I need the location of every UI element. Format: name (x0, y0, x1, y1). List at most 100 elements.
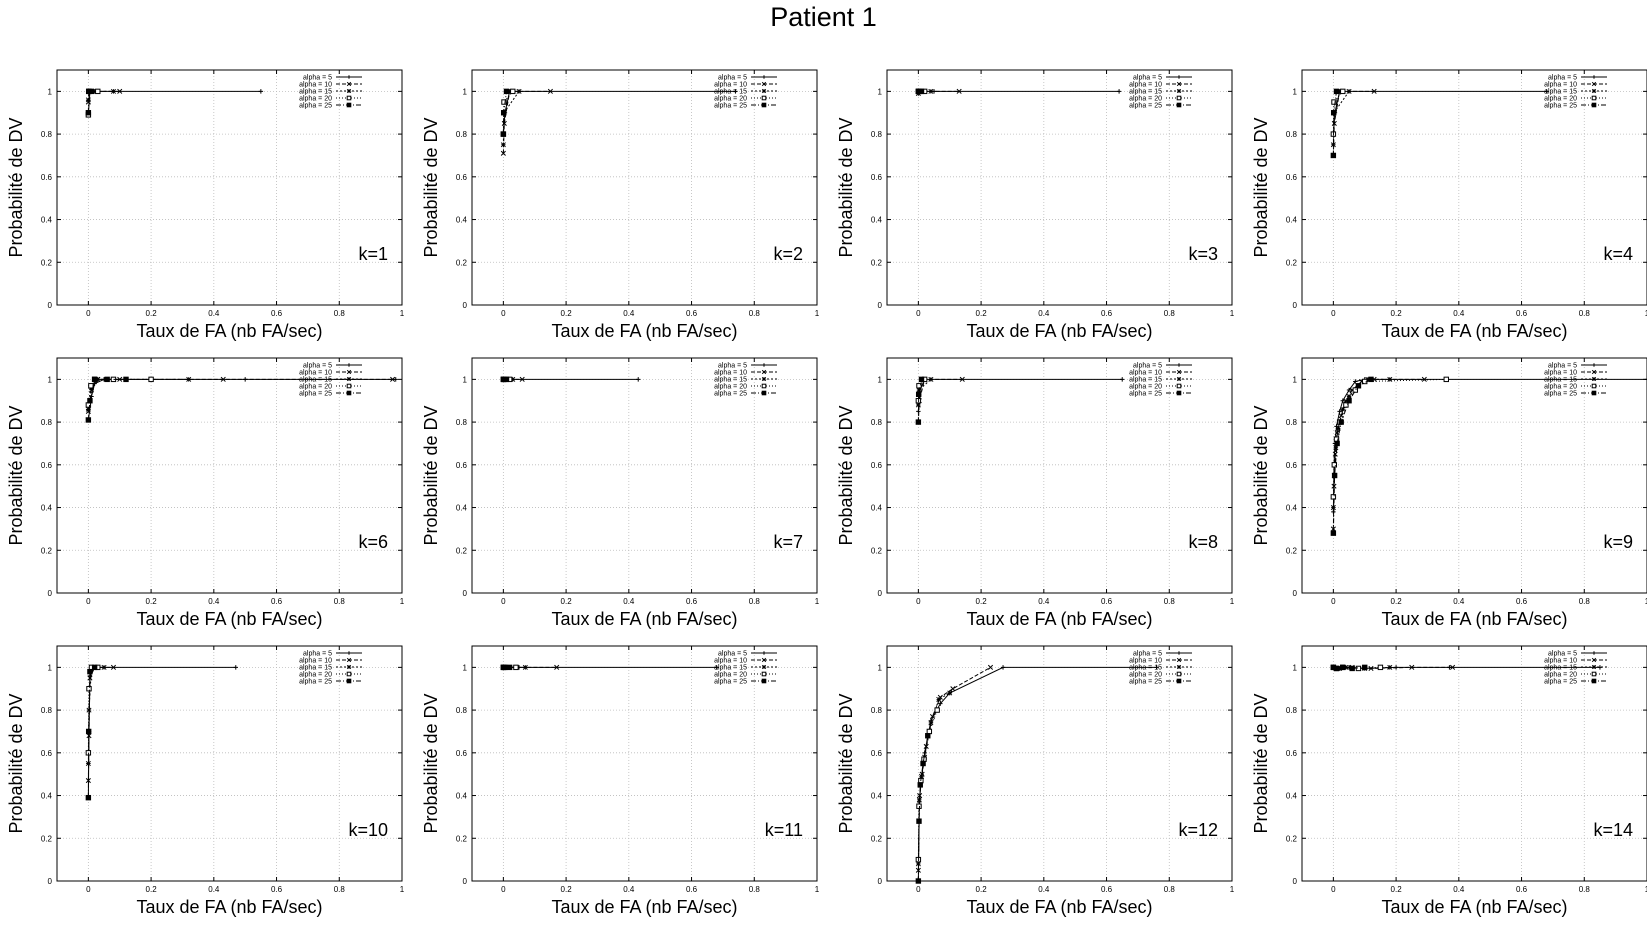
x-tick-label: 0.6 (1101, 597, 1113, 606)
point-marker (148, 376, 154, 383)
legend-label: alpha = 25 (1129, 391, 1162, 398)
legend-label: alpha = 10 (1129, 82, 1162, 89)
chart-panel: 0 0.2 0.4 0.6 0.8 1 0 0.2 0.4 0.6 0.8 1 Taux de FA (… (1251, 645, 1647, 917)
y-axis-label: Probabilité de DV (1251, 693, 1271, 833)
plot-frame (886, 69, 1233, 306)
legend-label: alpha = 15 (1544, 665, 1577, 672)
point-marker (761, 664, 767, 670)
point-marker (1176, 671, 1182, 677)
point-marker (500, 131, 507, 137)
legend-label: alpha = 10 (714, 658, 747, 665)
point-marker (987, 664, 994, 670)
point-marker (1591, 369, 1597, 375)
point-marker (920, 760, 926, 767)
plot-frame (471, 357, 818, 594)
point-marker (1368, 376, 1374, 383)
x-tick-label: 1 (1645, 597, 1647, 606)
x-tick-label: 0.4 (1453, 597, 1465, 606)
x-tick-label: 0 (1331, 597, 1336, 606)
y-axis-label: Probabilité de DV (836, 117, 856, 257)
y-tick-label: 0.4 (1286, 216, 1298, 225)
x-tick-label: 0 (86, 597, 91, 606)
point-marker (959, 376, 965, 382)
point-marker (346, 95, 352, 101)
x-tick-label: 0 (1331, 309, 1336, 318)
legend-label: alpha = 25 (714, 391, 747, 398)
x-axis-label: Taux de FA (nb FA/sec) (966, 897, 1152, 917)
point-marker (1335, 425, 1341, 432)
y-tick-label: 0.8 (456, 706, 468, 715)
legend-label: alpha = 20 (299, 672, 332, 679)
legend-label: alpha = 20 (1544, 384, 1577, 391)
legend-label: alpha = 20 (1129, 384, 1162, 391)
point-marker (519, 376, 525, 382)
x-tick-label: 1 (1230, 309, 1235, 318)
y-axis-label: Probabilité de DV (836, 405, 856, 545)
legend-label: alpha = 10 (1129, 658, 1162, 665)
y-tick-label: 0.2 (41, 546, 53, 555)
y-tick-label: 1 (878, 375, 883, 384)
legend-label: alpha = 20 (1129, 672, 1162, 679)
x-tick-label: 1 (1230, 597, 1235, 606)
x-tick-label: 0.6 (686, 309, 698, 318)
point-marker (1346, 387, 1352, 393)
x-tick-label: 0.6 (686, 885, 698, 894)
point-marker (346, 102, 352, 108)
legend-label: alpha = 20 (1544, 96, 1577, 103)
plot-frame (56, 357, 403, 594)
x-tick-label: 0.8 (334, 597, 346, 606)
x-tick-label: 0.4 (208, 309, 220, 318)
plot-frame (1301, 69, 1647, 306)
point-marker (500, 150, 506, 156)
point-marker (928, 376, 934, 382)
x-tick-label: 1 (815, 885, 820, 894)
point-marker (918, 88, 925, 95)
legend-label: alpha = 10 (299, 82, 332, 89)
page-title: Patient 1 (770, 2, 877, 32)
legend-label: alpha = 25 (1544, 679, 1577, 686)
point-marker (220, 376, 226, 382)
point-marker (1177, 363, 1181, 367)
x-tick-label: 0.8 (1579, 309, 1591, 318)
point-marker (761, 81, 767, 87)
point-marker (117, 88, 123, 94)
point-marker (258, 89, 264, 94)
legend-label: alpha = 15 (1129, 377, 1162, 384)
legend-label: alpha = 10 (714, 82, 747, 89)
point-marker (87, 668, 93, 675)
legend-label: alpha = 5 (1548, 75, 1577, 82)
point-marker (91, 664, 98, 671)
y-tick-label: 0.8 (41, 706, 53, 715)
y-tick-label: 0 (463, 301, 468, 310)
y-tick-label: 0.6 (41, 461, 53, 470)
legend-label: alpha = 5 (303, 651, 332, 658)
legend-label: alpha = 15 (714, 665, 747, 672)
point-marker (761, 657, 767, 663)
point-marker (1592, 75, 1596, 79)
y-tick-label: 0.4 (1286, 504, 1298, 513)
x-tick-label: 0 (501, 597, 506, 606)
point-marker (123, 376, 129, 383)
point-marker (85, 728, 92, 735)
point-marker (1591, 664, 1597, 670)
x-tick-label: 0.8 (1164, 309, 1176, 318)
point-marker (1591, 102, 1597, 108)
k-label: k=2 (773, 244, 803, 264)
y-tick-label: 0.2 (456, 834, 468, 843)
point-marker (88, 88, 95, 95)
plot-frame (471, 645, 818, 882)
y-tick-label: 1 (878, 87, 883, 96)
y-tick-label: 0.2 (1286, 546, 1298, 555)
point-marker (1176, 95, 1182, 101)
x-tick-label: 0.4 (208, 885, 220, 894)
point-marker (347, 75, 351, 79)
y-tick-label: 0.6 (1286, 461, 1298, 470)
y-tick-label: 0.8 (871, 418, 883, 427)
y-tick-label: 0 (48, 301, 53, 310)
chart-panel: 0 0.2 0.4 0.6 0.8 1 0 0.2 0.4 0.6 0.8 1 Taux de FA (… (836, 357, 1235, 629)
k-label: k=14 (1593, 820, 1633, 840)
legend-label: alpha = 15 (714, 89, 747, 96)
point-marker (936, 696, 942, 702)
point-marker (501, 120, 507, 126)
